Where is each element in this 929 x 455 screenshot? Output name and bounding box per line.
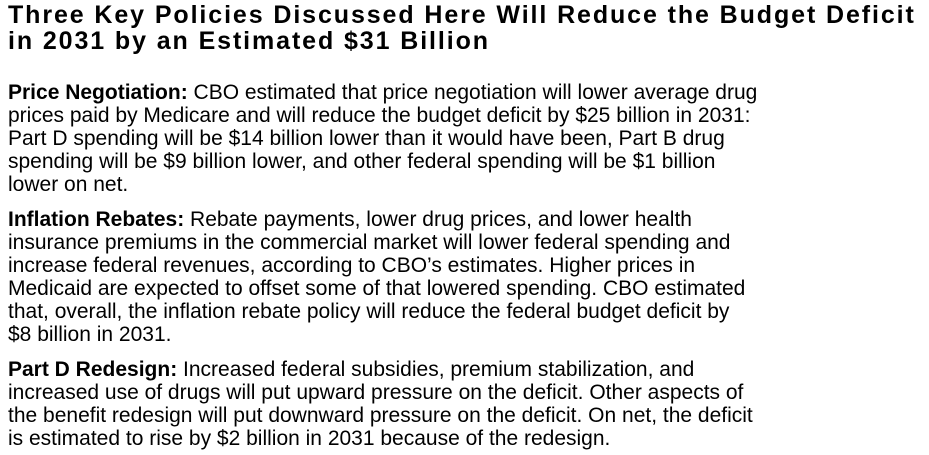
paragraph-line: increased use of drugs will put upward p… <box>8 381 744 404</box>
paragraph-line: increase federal revenues, according to … <box>8 254 696 277</box>
paragraph-line: Part D spending will be $14 billion lowe… <box>8 127 725 150</box>
paragraph-line-text: Rebate payments, lower drug prices, and … <box>184 208 692 231</box>
paragraph-line-text: CBO estimated that price negotiation wil… <box>187 81 758 104</box>
paragraph-label: Price Negotiation: <box>8 81 188 104</box>
paragraph-line: $8 billion in 2031. <box>8 323 172 346</box>
paragraph-line: Price Negotiation: CBO estimated that pr… <box>8 81 929 104</box>
paragraph-line: that, overall, the inflation rebate poli… <box>8 300 730 323</box>
paragraph-label: Part D Redesign: <box>8 358 178 381</box>
page-title-line-1: Three Key Policies Discussed Here Will R… <box>8 1 916 29</box>
paragraph-line: Part D Redesign: Increased federal subsi… <box>8 358 929 381</box>
page-title: Three Key Policies Discussed Here Will R… <box>8 2 929 54</box>
paragraph-label: Inflation Rebates: <box>8 208 185 231</box>
paragraph-line: insurance premiums in the commercial mar… <box>8 231 731 254</box>
page-title-line-2: in 2031 by an Estimated $31 Billion <box>8 27 490 55</box>
paragraph-line: spending will be $9 billion lower, and o… <box>8 150 716 173</box>
paragraph-line-text: Increased federal subsidies, premium sta… <box>177 358 695 381</box>
paragraph-price-negotiation: Price Negotiation: CBO estimated that pr… <box>8 81 929 196</box>
paragraph-line: the benefit redesign will put downward p… <box>8 404 753 427</box>
paragraph-inflation-rebates: Inflation Rebates: Rebate payments, lowe… <box>8 208 929 346</box>
paragraph-line: prices paid by Medicare and will reduce … <box>8 104 751 127</box>
paragraph-line: Inflation Rebates: Rebate payments, lowe… <box>8 208 929 231</box>
paragraph-part-d-redesign: Part D Redesign: Increased federal subsi… <box>8 358 929 450</box>
paragraph-line: is estimated to rise by $2 billion in 20… <box>8 427 611 450</box>
paragraph-line: Medicaid are expected to offset some of … <box>8 277 746 300</box>
paragraph-line: lower on net. <box>8 173 129 196</box>
